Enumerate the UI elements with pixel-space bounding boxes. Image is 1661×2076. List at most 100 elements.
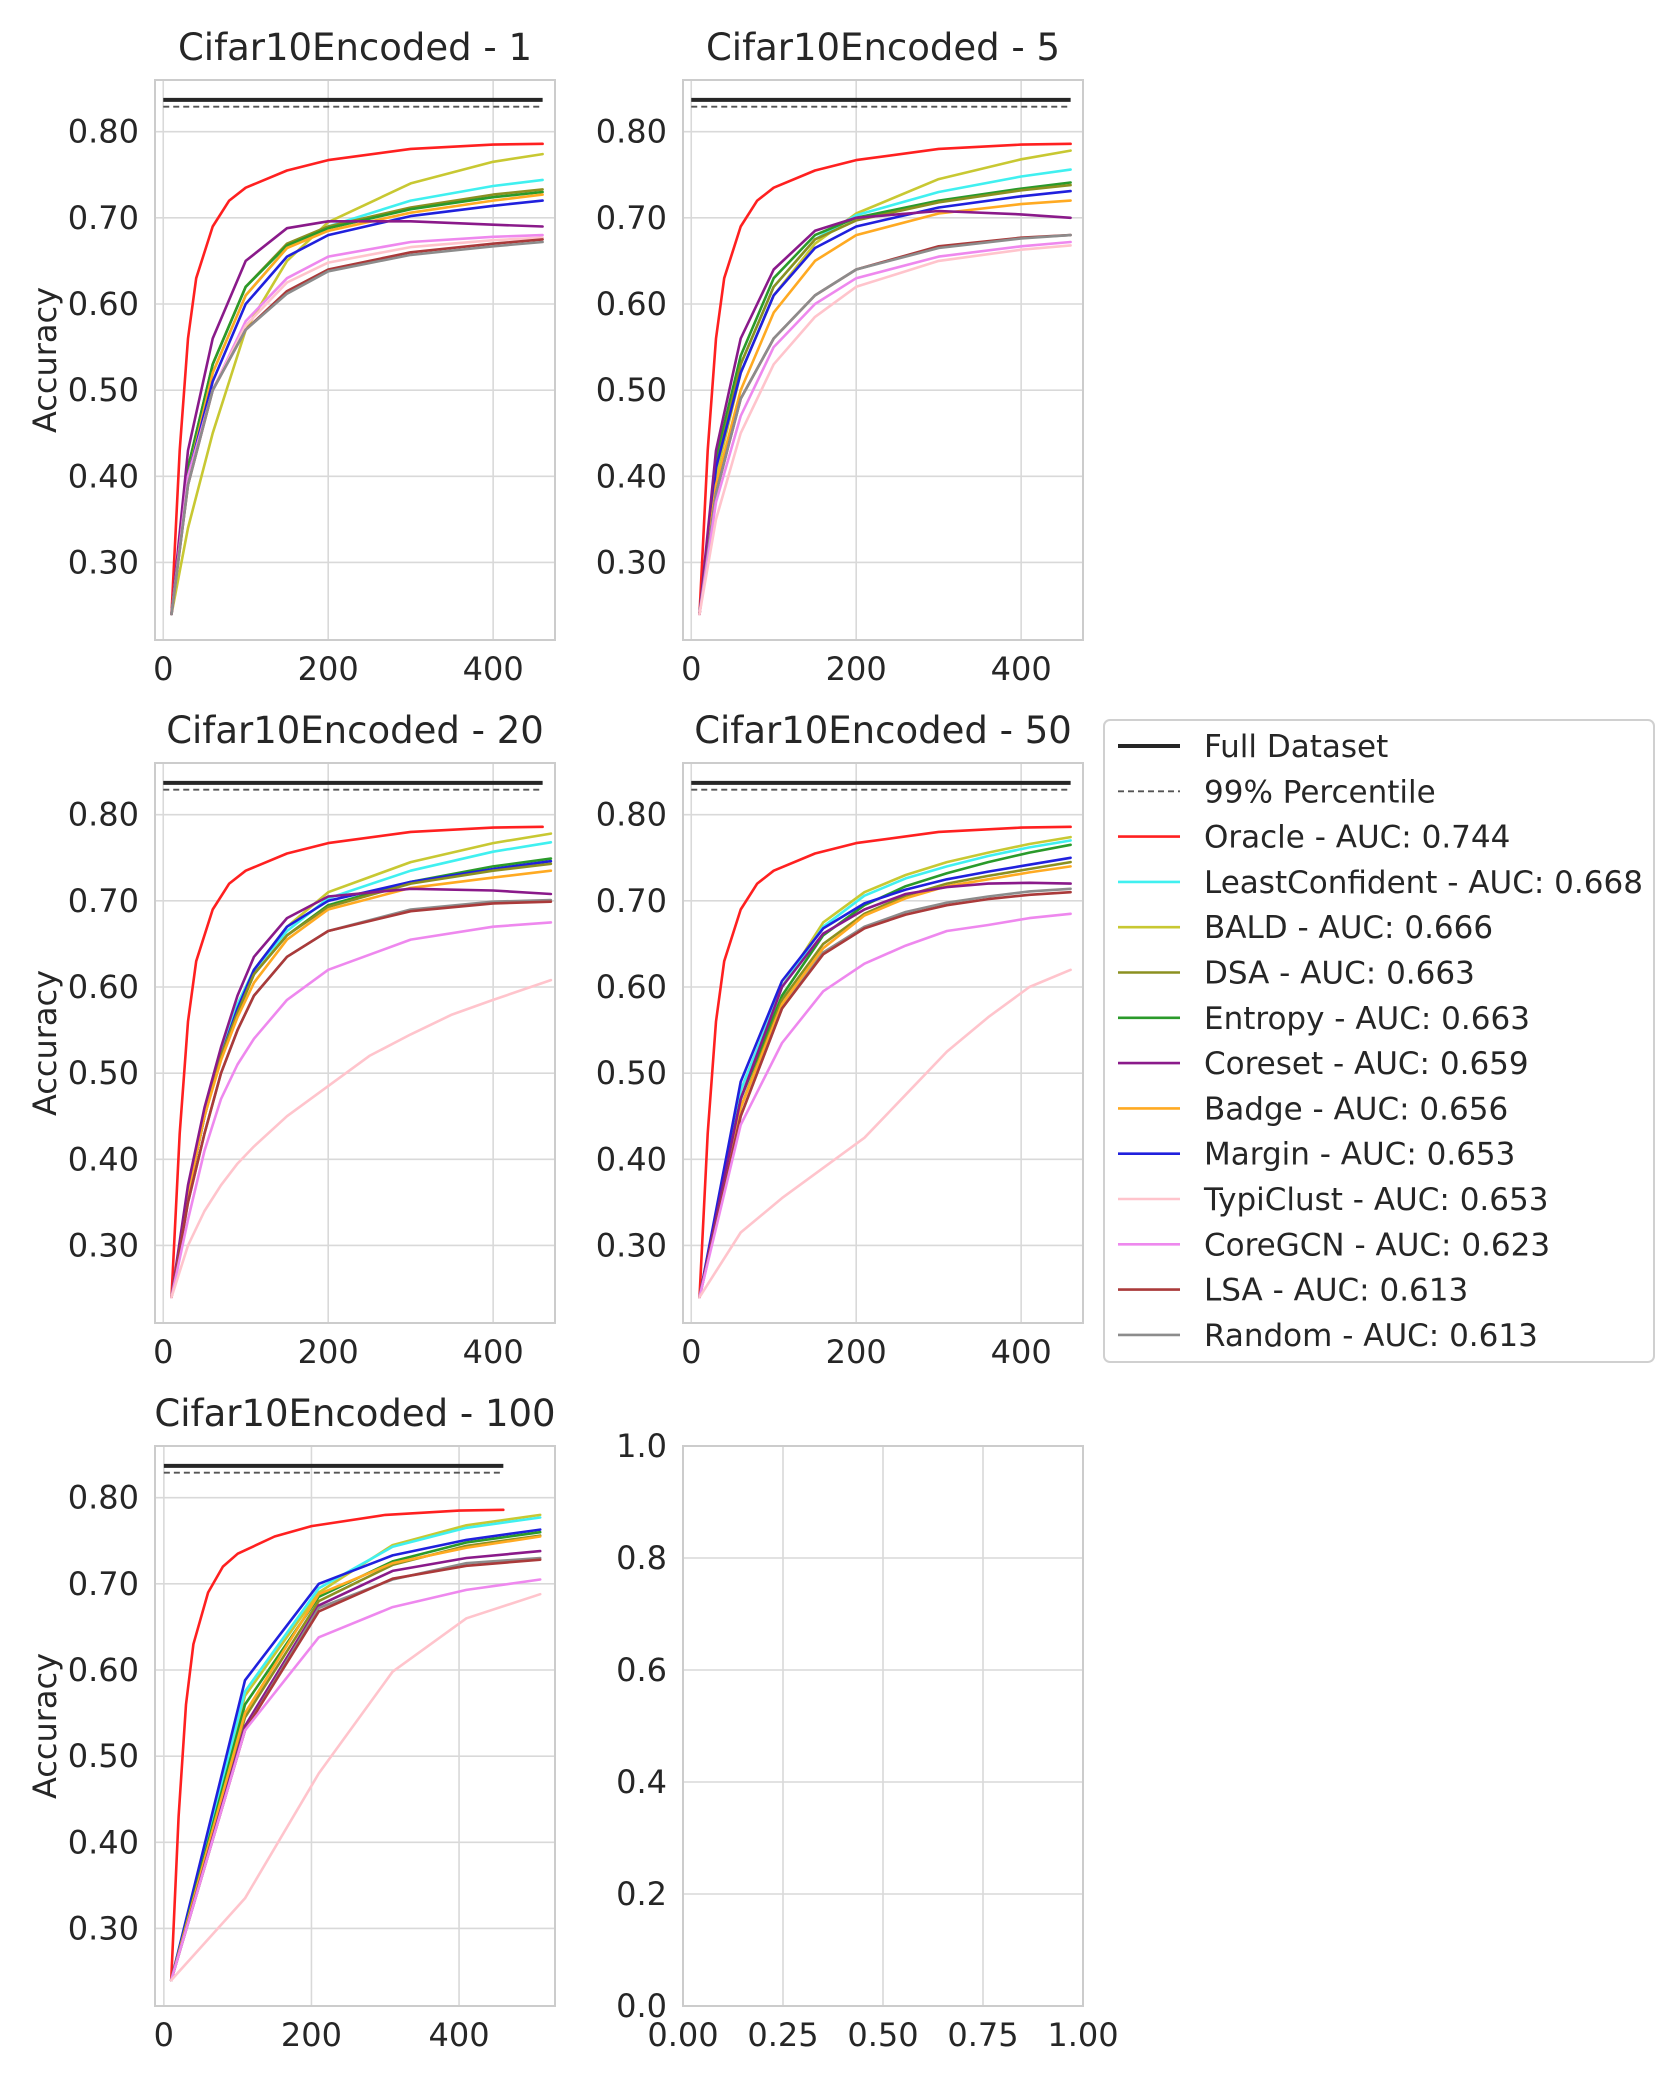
legend-label: Full Dataset (1204, 729, 1388, 765)
legend-label: Random - AUC: 0.613 (1204, 1318, 1538, 1354)
chart-panel-4: 0 200 400 0.30 0.40 0.50 0.60 0.70 0.80 Cifar10En… (596, 709, 1084, 1371)
series-line-coregcn (170, 921, 553, 1299)
x-tick-label: 400 (463, 650, 524, 688)
y-tick-label: 0.50 (596, 1054, 667, 1092)
x-tick-label: 0 (153, 650, 173, 688)
legend-label: Badge - AUC: 0.656 (1204, 1091, 1508, 1127)
chart-panel-2: 0 200 400 0.30 0.40 0.50 0.60 0.70 0.80 Cifar10En… (596, 26, 1084, 688)
y-tick-label: 0.2 (616, 1875, 667, 1913)
series-line-entropy (698, 181, 1072, 616)
y-tick-label: 0.80 (68, 1479, 139, 1517)
legend-item-entropy: Entropy - AUC: 0.663 (1118, 1001, 1530, 1037)
y-tick-label: 0.70 (596, 882, 667, 920)
y-tick-label: 0.40 (596, 1140, 667, 1178)
legend-item-badge: Badge - AUC: 0.656 (1118, 1091, 1508, 1127)
plot-frame (682, 79, 1084, 641)
chart-panel-6: 0.00 0.25 0.50 0.75 1.00 0.0 0.2 0.4 0.6 0.8 1.0 (616, 1427, 1119, 2054)
chart-title: Cifar10Encoded - 20 (166, 709, 544, 752)
legend-item-dsa: DSA - AUC: 0.663 (1118, 956, 1475, 992)
y-tick-label: 0.60 (596, 968, 667, 1006)
x-tick-label: 0 (153, 1333, 173, 1371)
x-tick-label: 0 (681, 1333, 701, 1371)
y-tick-label: 0.30 (596, 1226, 667, 1264)
plot-frame (154, 762, 556, 1324)
chart-title: Cifar10Encoded - 5 (706, 26, 1060, 69)
plot-frame (682, 1445, 1084, 2007)
chart-title: Cifar10Encoded - 50 (694, 709, 1072, 752)
x-tick-label: 0.75 (947, 2016, 1018, 2054)
x-tick-label: 200 (826, 1333, 887, 1371)
legend-item-oracle: Oracle - AUC: 0.744 (1118, 820, 1510, 856)
y-tick-label: 0.80 (68, 113, 139, 151)
x-tick-label: 400 (991, 1333, 1052, 1371)
x-tick-label: 0.25 (747, 2016, 818, 2054)
legend: Full Dataset 99% Percentile Oracle - AUC: … (1103, 719, 1655, 1363)
legend-box (1103, 719, 1655, 1363)
series-line-coreset (698, 209, 1072, 616)
series-line-badge (698, 199, 1072, 616)
legend-label: 99% Percentile (1204, 774, 1436, 810)
x-tick-label: 0.00 (647, 2016, 718, 2054)
y-tick-label: 0.0 (616, 1987, 667, 2025)
plot-area (683, 80, 1083, 640)
x-tick-label: 0 (681, 650, 701, 688)
y-tick-label: 0.30 (596, 543, 667, 581)
series-line-margin (169, 1528, 542, 1982)
x-tick-label: 400 (463, 1333, 524, 1371)
series-line-lsa (170, 900, 553, 1299)
series-line-leastconfident (698, 839, 1072, 1299)
legend-label: BALD - AUC: 0.666 (1204, 910, 1493, 946)
legend-label: LSA - AUC: 0.613 (1204, 1273, 1468, 1309)
series-line-typiclust (170, 978, 553, 1299)
plot-area (155, 763, 555, 1323)
plot-frame (154, 79, 556, 641)
y-tick-label: 0.70 (596, 199, 667, 237)
x-tick-label: 0 (154, 2016, 174, 2054)
legend-label: Oracle - AUC: 0.744 (1204, 820, 1510, 856)
y-tick-label: 0.50 (68, 1737, 139, 1775)
y-tick-label: 0.40 (68, 1823, 139, 1861)
legend-label: LeastConfident - AUC: 0.668 (1204, 865, 1643, 901)
series-line-entropy (170, 190, 544, 616)
y-tick-label: 0.4 (616, 1763, 667, 1801)
y-tick-label: 0.60 (596, 285, 667, 323)
series-line-typiclust (698, 968, 1072, 1299)
x-tick-label: 400 (429, 2016, 490, 2054)
legend-item-random: Random - AUC: 0.613 (1118, 1318, 1538, 1354)
series-line-coreset (698, 881, 1072, 1299)
legend-item-bald: BALD - AUC: 0.666 (1118, 910, 1493, 946)
series-line-coregcn (698, 240, 1072, 616)
legend-label: CoreGCN - AUC: 0.623 (1204, 1227, 1550, 1263)
chart-title: Cifar10Encoded - 100 (154, 1392, 555, 1435)
series-line-oracle (169, 1508, 505, 1982)
x-tick-label: 200 (281, 2016, 342, 2054)
legend-item-leastconfident: LeastConfident - AUC: 0.668 (1118, 865, 1643, 901)
y-tick-label: 0.50 (68, 1054, 139, 1092)
y-tick-label: 0.60 (68, 1651, 139, 1689)
series-line-typiclust (169, 1592, 542, 1982)
series-line-oracle (698, 142, 1072, 616)
series-line-bald (698, 149, 1072, 616)
y-tick-label: 1.0 (616, 1427, 667, 1465)
y-axis-label: Accuracy (26, 287, 64, 433)
legend-item-margin: Margin - AUC: 0.653 (1118, 1137, 1515, 1173)
y-tick-label: 0.60 (68, 968, 139, 1006)
chart-panel-5: 0 200 400 0.30 0.40 0.50 0.60 0.70 0.80 Cifar10En… (26, 1392, 556, 2054)
y-tick-label: 0.80 (68, 796, 139, 834)
x-tick-label: 200 (826, 650, 887, 688)
plot-area (683, 763, 1083, 1323)
legend-item-coreset: Coreset - AUC: 0.659 (1118, 1046, 1529, 1082)
chart-title: Cifar10Encoded - 1 (178, 26, 532, 69)
series-line-coreset (170, 220, 544, 616)
y-tick-label: 0.40 (68, 457, 139, 495)
series-line-leastconfident (169, 1516, 542, 1982)
series-line-badge (698, 865, 1072, 1299)
chart-panel-3: 0 200 400 0.30 0.40 0.50 0.60 0.70 0.80 Cifar10En… (26, 709, 556, 1371)
legend-label: Coreset - AUC: 0.659 (1204, 1046, 1529, 1082)
series-line-badge (170, 869, 553, 1299)
series-line-margin (698, 189, 1072, 616)
y-tick-label: 0.70 (68, 882, 139, 920)
y-tick-label: 0.70 (68, 1565, 139, 1603)
y-tick-label: 0.30 (68, 1226, 139, 1264)
